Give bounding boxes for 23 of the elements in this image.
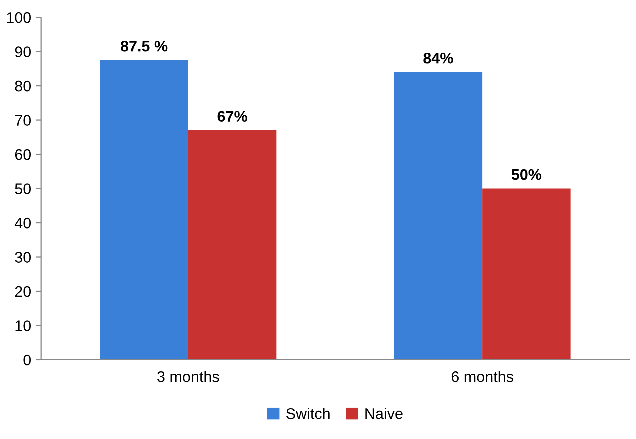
data-label: 87.5 % — [120, 40, 168, 52]
y-tick-label: 60 — [15, 149, 32, 160]
y-tick-label: 10 — [16, 320, 32, 332]
bar — [482, 188, 571, 360]
y-tick-label: 0 — [24, 354, 32, 366]
y-tick-label: 50 — [15, 184, 32, 194]
data-label: 67% — [218, 111, 248, 122]
data-label: 84% — [424, 52, 454, 64]
y-tick-label: 30 — [15, 252, 32, 263]
x-tick-label: 3 months — [158, 371, 220, 382]
y-tick-label: 20 — [15, 286, 32, 298]
y-tick-label: 70 — [15, 115, 32, 126]
legend-label: Naive — [366, 408, 403, 420]
bar — [188, 130, 277, 360]
legend-label: Switch — [286, 408, 330, 420]
y-tick-label: 40 — [14, 218, 32, 229]
y-tick-label: 100 — [7, 12, 32, 24]
bar — [394, 72, 483, 360]
data-label: 50% — [512, 169, 542, 180]
x-tick-label: 6 months — [452, 371, 514, 382]
y-tick-label: 90 — [15, 46, 32, 58]
y-tick-label: 80 — [15, 80, 32, 92]
bar — [100, 60, 188, 360]
